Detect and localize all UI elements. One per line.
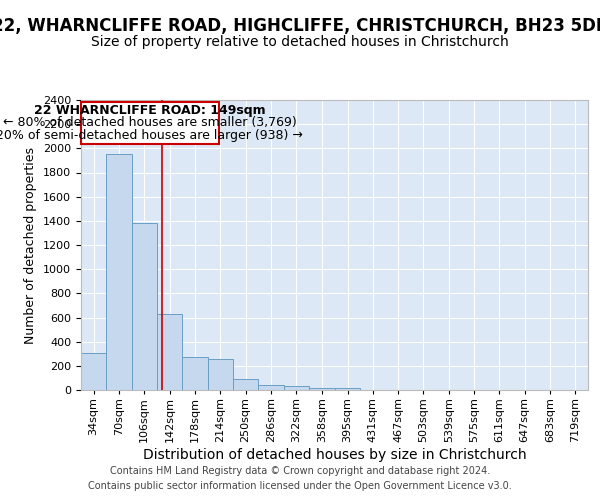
Text: Contains public sector information licensed under the Open Government Licence v3: Contains public sector information licen…	[88, 481, 512, 491]
Text: 22, WHARNCLIFFE ROAD, HIGHCLIFFE, CHRISTCHURCH, BH23 5DE: 22, WHARNCLIFFE ROAD, HIGHCLIFFE, CHRIST…	[0, 18, 600, 36]
Bar	[258, 384, 284, 390]
Text: ← 80% of detached houses are smaller (3,769): ← 80% of detached houses are smaller (3,…	[3, 116, 297, 130]
Text: Contains HM Land Registry data © Crown copyright and database right 2024.: Contains HM Land Registry data © Crown c…	[110, 466, 490, 476]
Bar	[182, 357, 208, 390]
Y-axis label: Number of detached properties: Number of detached properties	[25, 146, 37, 344]
Bar	[335, 388, 360, 390]
Text: 22 WHARNCLIFFE ROAD: 149sqm: 22 WHARNCLIFFE ROAD: 149sqm	[34, 104, 266, 117]
Bar	[131, 223, 157, 390]
Bar	[309, 388, 335, 390]
X-axis label: Distribution of detached houses by size in Christchurch: Distribution of detached houses by size …	[143, 448, 526, 462]
Bar	[284, 386, 309, 390]
Bar	[233, 379, 258, 390]
Bar	[81, 352, 106, 390]
Text: 20% of semi-detached houses are larger (938) →: 20% of semi-detached houses are larger (…	[0, 129, 304, 142]
Text: Size of property relative to detached houses in Christchurch: Size of property relative to detached ho…	[91, 35, 509, 49]
Bar	[106, 154, 131, 390]
Bar	[157, 314, 182, 390]
Bar	[81, 102, 219, 144]
Bar	[208, 358, 233, 390]
